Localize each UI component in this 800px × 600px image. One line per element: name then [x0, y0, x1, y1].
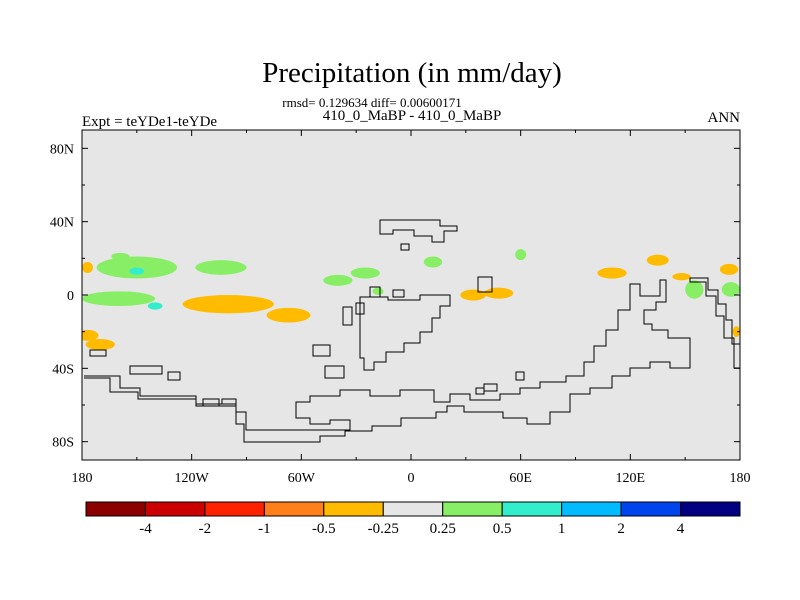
- colorbar-swatch: [620, 501, 682, 517]
- anomaly-region: [147, 302, 163, 310]
- colorbar-swatch: [263, 501, 325, 517]
- x-tick-label: 0: [408, 471, 415, 486]
- coastline-outline: [355, 302, 365, 315]
- colorbar: -4 -2 -1 -0.5 -0.25 0.25 0.5 1 2 4: [85, 501, 741, 537]
- coastline-outline: [312, 344, 331, 357]
- colorbar-label: -0.25: [368, 521, 399, 537]
- colorbar-label: 4: [677, 521, 685, 537]
- anomaly-region: [82, 329, 99, 341]
- anomaly-region: [266, 307, 311, 323]
- colorbar-swatch: [85, 501, 146, 517]
- colorbar-swatch: [501, 501, 563, 517]
- coastline-outline: [167, 371, 181, 381]
- anomaly-region: [350, 267, 380, 279]
- colorbar-swatch: [323, 501, 384, 517]
- axis-ticks: 180 120W 60W 0 60E 120E 180 80N 40N 0 40S 80S: [50, 130, 751, 486]
- anomaly-regions: [82, 249, 740, 350]
- left-label: Expt = teYDe1-teYDe: [82, 114, 217, 130]
- coastline-outline: [689, 277, 740, 369]
- colorbar-label: -4: [139, 521, 152, 537]
- coastline-outline: [89, 349, 107, 357]
- coastline-outline: [359, 294, 451, 371]
- x-tick-label: 120W: [175, 471, 210, 486]
- right-label: ANN: [708, 110, 741, 126]
- coastline-outline: [379, 219, 458, 243]
- anomaly-region: [85, 339, 115, 350]
- anomaly-region: [597, 267, 627, 279]
- anomaly-region: [423, 256, 443, 268]
- coastline-outline: [392, 289, 405, 298]
- y-tick-label: 0: [67, 289, 74, 304]
- x-tick-label: 60E: [509, 471, 532, 486]
- anomaly-region: [82, 291, 156, 306]
- coastline-outline: [84, 279, 691, 443]
- anomaly-region: [732, 326, 740, 338]
- colorbar-label: 0.25: [430, 521, 456, 537]
- anomaly-region: [323, 274, 353, 286]
- coastline-outline: [324, 365, 345, 379]
- y-tick-label: 80S: [52, 436, 74, 451]
- coastline-outline: [477, 276, 493, 293]
- coastline-outline: [400, 243, 410, 251]
- colorbar-swatch: [382, 501, 444, 517]
- colorbar-label: 2: [617, 521, 625, 537]
- map-background: [82, 130, 740, 460]
- anomaly-region: [129, 267, 145, 275]
- coastline-outline: [129, 365, 163, 375]
- anomaly-region: [484, 287, 514, 299]
- anomaly-region: [460, 289, 486, 301]
- colorbar-label: -0.5: [312, 521, 336, 537]
- x-tick-label: 120E: [616, 471, 646, 486]
- chart-title: Precipitation (in mm/day): [262, 57, 562, 89]
- anomaly-region: [685, 280, 704, 299]
- x-tick-label: 60W: [288, 471, 316, 486]
- colorbar-swatch: [561, 501, 622, 517]
- coastline-outline: [342, 306, 353, 326]
- colorbar-label: 0.5: [493, 521, 512, 537]
- colorbar-label: 1: [558, 521, 566, 537]
- anomaly-region: [646, 254, 669, 266]
- colorbar-swatch: [204, 501, 265, 517]
- map-plot-area: [81, 129, 741, 461]
- anomaly-region: [111, 252, 130, 261]
- y-tick-label: 80N: [50, 142, 74, 157]
- colorbar-label: -2: [199, 521, 212, 537]
- y-tick-label: 40N: [50, 216, 74, 231]
- coastline-outline: [475, 387, 485, 395]
- anomaly-region: [515, 249, 527, 261]
- y-tick-label: 40S: [52, 362, 74, 377]
- chart-subtitle: 410_0_MaBP - 410_0_MaBP: [323, 108, 502, 124]
- coastlines: [84, 219, 740, 443]
- anomaly-region: [721, 282, 740, 297]
- stats-line: rmsd= 0.129634 diff= 0.00600171: [282, 95, 461, 110]
- anomaly-region: [82, 262, 93, 273]
- anomaly-region: [672, 273, 691, 281]
- x-tick-label: 180: [730, 471, 751, 486]
- coastline-outline: [515, 371, 525, 381]
- colorbar-swatch: [144, 501, 206, 517]
- colorbar-swatch: [680, 501, 741, 517]
- anomaly-region: [182, 295, 274, 314]
- colorbar-swatch: [442, 501, 503, 517]
- anomaly-region: [195, 260, 247, 275]
- colorbar-label: -1: [258, 521, 271, 537]
- anomaly-region: [372, 287, 384, 296]
- x-tick-label: 180: [72, 471, 93, 486]
- anomaly-region: [719, 263, 739, 275]
